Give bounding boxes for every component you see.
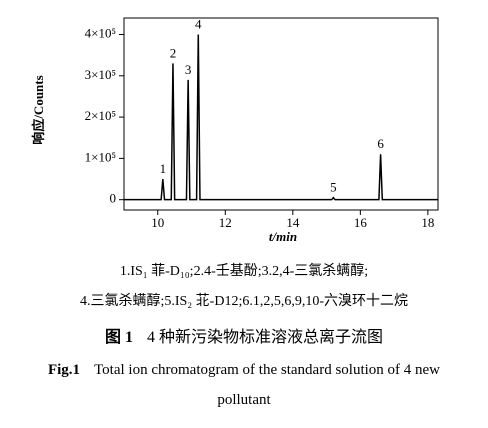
y-tick-label: 4×10⁵: [85, 26, 116, 41]
trace: [124, 34, 438, 201]
caption-en-label: Fig.1: [47, 362, 81, 378]
x-tick-label: 10: [151, 215, 164, 230]
caption-cn: 图 1 4 种新污染物标准溶液总离子流图: [0, 323, 488, 347]
peak-label: 6: [377, 136, 384, 151]
plot-frame: [123, 17, 439, 211]
peak-label: 5: [330, 180, 337, 195]
x-axis-label: t/min: [269, 229, 297, 244]
caption-cn-label: 图 1: [104, 329, 133, 346]
chart: 响应/Counts t/min 0 1×10⁵ 2×10⁵ 3×10⁵ 4×10⁵ 10 1…: [31, 17, 439, 244]
x-tick-label: 12: [219, 215, 232, 230]
note: 4.三氯杀螨醇;5.IS₂ 苝-D12;6.1,2,5,6,9,10-六溴环十二…: [79, 294, 409, 309]
caption: 1.IS₁ 菲-D₁₀;2.4-壬基酚;3.2,4-三氯杀螨醇; 4.三氯杀螨醇…: [0, 257, 488, 415]
y-tick-label: 1×10⁵: [85, 149, 116, 164]
peak-label: 4: [195, 17, 202, 32]
caption-en: Fig.1 Total ion chromatogram of the stand…: [44, 355, 444, 415]
x-tick-label: 16: [354, 215, 368, 230]
peak-label: 3: [185, 62, 192, 77]
peak-label: 2: [170, 45, 177, 60]
note: 1.IS₁ 菲-D₁₀;2.4-壬基酚;3.2,4-三氯杀螨醇;: [119, 264, 369, 279]
y-axis-label: 响应/Counts: [31, 75, 46, 144]
y-tick-label: 2×10⁵: [85, 108, 116, 123]
caption-en-text: Total ion chromatogram of the standard s…: [94, 362, 441, 408]
peak-label: 1: [160, 161, 167, 176]
y-tick-label: 3×10⁵: [85, 67, 116, 82]
x-tick-label: 14: [286, 215, 300, 230]
y-tick-label: 0: [110, 191, 117, 206]
caption-cn-text: 4 种新污染物标准溶液总离子流图: [147, 329, 384, 346]
x-tick-label: 18: [421, 215, 434, 230]
